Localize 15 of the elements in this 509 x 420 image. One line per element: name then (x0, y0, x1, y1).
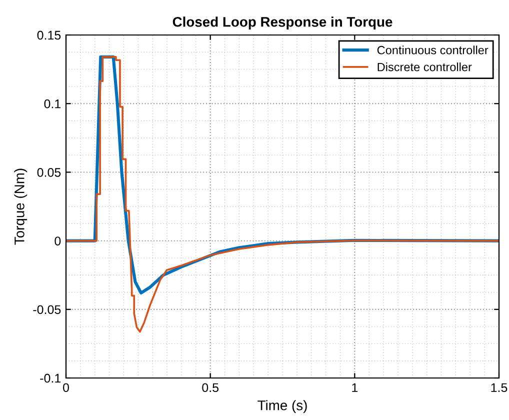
y-axis-title: Torque (Nm) (14, 168, 28, 245)
x-tick-label: 0.5 (202, 383, 218, 392)
y-tick-label: -0.05 (33, 305, 61, 314)
legend-label: Discrete controller (378, 62, 472, 72)
y-tick-label: -0.1 (40, 374, 61, 383)
x-tick-label: 1.5 (491, 383, 508, 392)
legend-label: Continuous controller (377, 46, 488, 54)
x-tick-label: 0 (63, 383, 69, 392)
y-tick-label: 0.1 (44, 99, 61, 108)
x-axis-title: Time (s) (258, 400, 307, 414)
y-tick-label: 0.15 (37, 30, 61, 40)
chart-title: Closed Loop Response in Torque (172, 16, 392, 30)
y-tick-label: 0.05 (37, 168, 61, 177)
x-tick-label: 1 (352, 383, 358, 392)
y-tick-label: 0 (54, 236, 61, 246)
